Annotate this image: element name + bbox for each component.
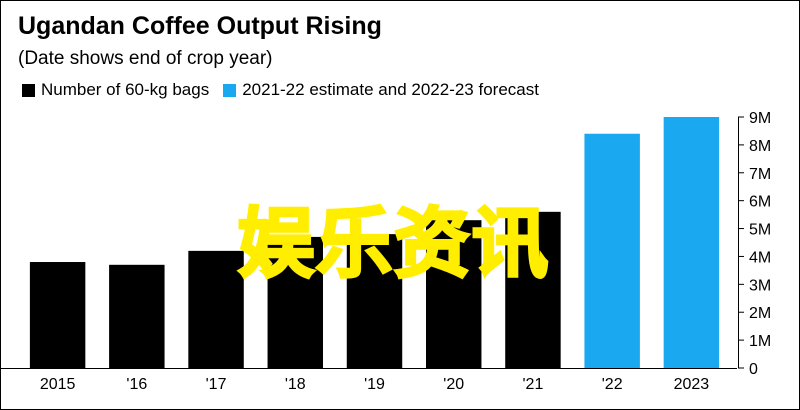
legend: Number of 60-kg bags 2021-22 estimate an… <box>22 80 553 100</box>
x-tick-label-1: '16 <box>126 376 147 393</box>
y-tick-label-0: 0 <box>749 361 758 378</box>
legend-item-bags: Number of 60-kg bags <box>22 80 209 100</box>
y-tick-label-3: 3M <box>749 277 771 294</box>
x-tick-label-3: '18 <box>285 376 306 393</box>
chart-title: Ugandan Coffee Output Rising <box>18 12 382 40</box>
bar-6 <box>505 211 561 368</box>
x-tick-label-0: 2015 <box>40 376 76 393</box>
x-tick-label-6: '21 <box>523 376 544 393</box>
bar-5 <box>425 220 482 368</box>
x-tick-label-8: 2023 <box>674 376 710 393</box>
chart-subtitle: (Date shows end of crop year) <box>18 48 273 69</box>
bar-8 <box>663 117 720 368</box>
y-tick-label-1: 1M <box>749 333 771 350</box>
bar-1 <box>109 264 165 368</box>
legend-label-forecast: 2021-22 estimate and 2022-23 forecast <box>242 80 539 99</box>
bar-0 <box>29 262 86 368</box>
y-tick-label-4: 4M <box>749 249 771 266</box>
legend-swatch-bags <box>22 83 35 97</box>
bar-7 <box>584 133 640 368</box>
bar-4 <box>346 234 403 368</box>
legend-swatch-forecast <box>223 83 237 97</box>
y-tick-label-7: 7M <box>749 166 771 183</box>
bar-2 <box>188 250 244 368</box>
bar-3 <box>267 236 324 368</box>
x-tick-label-2: '17 <box>206 376 227 393</box>
y-tick-label-5: 5M <box>749 222 771 239</box>
x-tick-label-5: '20 <box>443 376 464 393</box>
legend-item-forecast: 2021-22 estimate and 2022-23 forecast <box>223 80 539 100</box>
overlay-watermark-text: 娱乐资讯 <box>238 199 550 288</box>
y-tick-label-2: 2M <box>749 305 771 322</box>
x-tick-label-7: '22 <box>602 376 623 393</box>
y-tick-label-6: 6M <box>749 194 771 211</box>
legend-label-bags: Number of 60-kg bags <box>41 80 210 99</box>
y-tick-label-8: 8M <box>749 138 771 155</box>
x-tick-label-4: '19 <box>364 376 385 393</box>
y-tick-label-9: 9M <box>749 110 771 127</box>
